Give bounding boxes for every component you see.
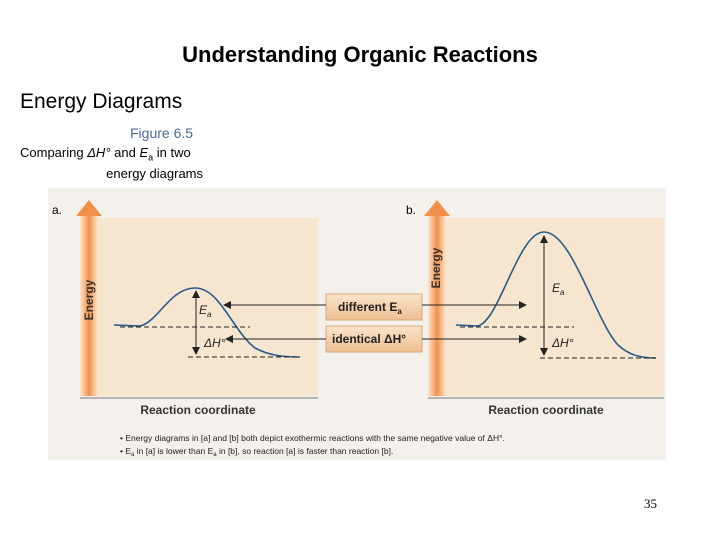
panel-b-dh-label: ΔH° [551,336,574,350]
panel-a-label: a. [52,203,62,217]
panel-b-energy-curve [455,231,657,359]
panel-a-ea-label: Ea [199,303,212,319]
panel-b-ea-label: Ea [552,281,565,297]
slide-subtitle: Energy Diagrams [20,90,183,113]
identical-dh-label: identical ΔH° [332,332,406,346]
panel-b-y-axis-label: Energy [429,247,443,288]
slide-title: Understanding Organic Reactions [182,42,538,67]
panel-b-label: b. [406,203,416,217]
caption-ea: E [139,145,149,160]
panel-a-x-axis-label: Reaction coordinate [140,403,256,417]
panel-a-y-axis-label: Energy [82,279,96,320]
caption-dh: ΔH° [87,145,111,160]
page-number: 35 [644,496,657,511]
figure-caption: Comparing ΔH° and Ea in two energy diagr… [20,145,203,182]
panel-a-energy-curve [113,287,301,358]
figure-note-1: • Energy diagrams in [a] and [b] both de… [120,433,505,443]
panel-a-dh-label: ΔH° [203,336,226,350]
panel-a-energy-arrow-icon [76,200,102,396]
panel-b-background [446,218,664,396]
different-ea-box [325,293,423,321]
different-ea-label: different Ea [338,300,402,316]
panel-a-background [96,218,318,396]
caption-text-a: Comparing [20,145,88,160]
caption-text-mid: and [110,145,140,160]
caption-text-b: in two [153,145,191,160]
panel-b-x-axis-label: Reaction coordinate [488,403,604,417]
figure-label: Figure 6.5 [130,125,194,141]
caption-line-2: energy diagrams [106,165,203,181]
caption-ea-sub: a [148,152,154,163]
figure-note-2: • Ea in [a] is lower than Ea in [b], so … [120,446,393,458]
